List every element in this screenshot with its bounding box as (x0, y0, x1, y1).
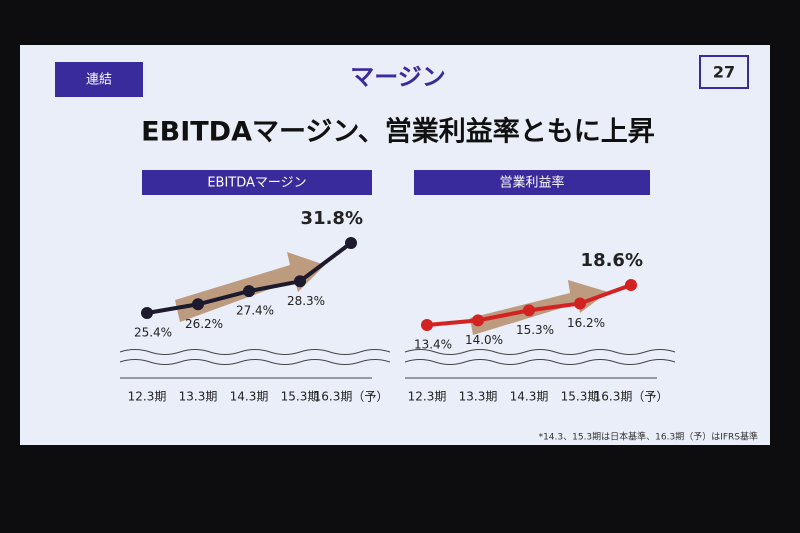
data-label: 28.3% (287, 294, 325, 308)
chart-header (414, 170, 650, 195)
data-point (192, 298, 204, 311)
chart-title: 営業利益率 (499, 175, 564, 191)
data-point (421, 319, 433, 331)
x-tick-label: 15.3期 (281, 390, 320, 404)
data-point (574, 297, 586, 310)
tag: 連結 (86, 73, 112, 88)
data-point (523, 304, 535, 317)
x-tick-label: 16.3期（予） (594, 390, 669, 404)
page-box (699, 55, 749, 89)
data-label: 14.0% (465, 333, 503, 347)
x-tick-label: 13.3期 (179, 390, 218, 404)
data-label: 15.3% (516, 323, 554, 337)
data-label: 31.8% (301, 208, 363, 229)
data-point (625, 279, 637, 291)
x-tick-label: 15.3期 (561, 390, 600, 404)
data-label: 13.4% (414, 338, 452, 352)
data-label: 16.2% (567, 316, 605, 330)
chart-header (142, 170, 372, 195)
x-tick-label: 16.3期（予） (314, 390, 389, 404)
footnote: *14.3、15.3期は日本基準、16.3期（予）はIFRS基準 (539, 431, 758, 443)
data-point (472, 314, 484, 327)
x-tick-label: 12.3期 (128, 390, 167, 404)
page-number: 27 (713, 63, 735, 82)
data-label: 27.4% (236, 304, 274, 318)
x-tick-label: 14.3期 (230, 390, 269, 404)
data-point (243, 285, 255, 298)
x-tick-label: 14.3期 (510, 390, 549, 404)
slide-title: マージン (350, 63, 446, 91)
headline: EBITDAマージン、営業利益率ともに上昇 (141, 116, 655, 148)
data-point (294, 275, 306, 288)
data-point (345, 237, 357, 249)
slide (20, 45, 770, 445)
tag-box (55, 62, 143, 97)
break-marks (119, 349, 676, 365)
data-label: 26.2% (185, 317, 223, 331)
x-tick-label: 12.3期 (408, 390, 447, 404)
data-point (141, 307, 153, 319)
data-label: 25.4% (134, 326, 172, 340)
chart-title: EBITDAマージン (207, 176, 306, 191)
x-tick-label: 13.3期 (459, 390, 498, 404)
data-label: 18.6% (581, 250, 643, 271)
